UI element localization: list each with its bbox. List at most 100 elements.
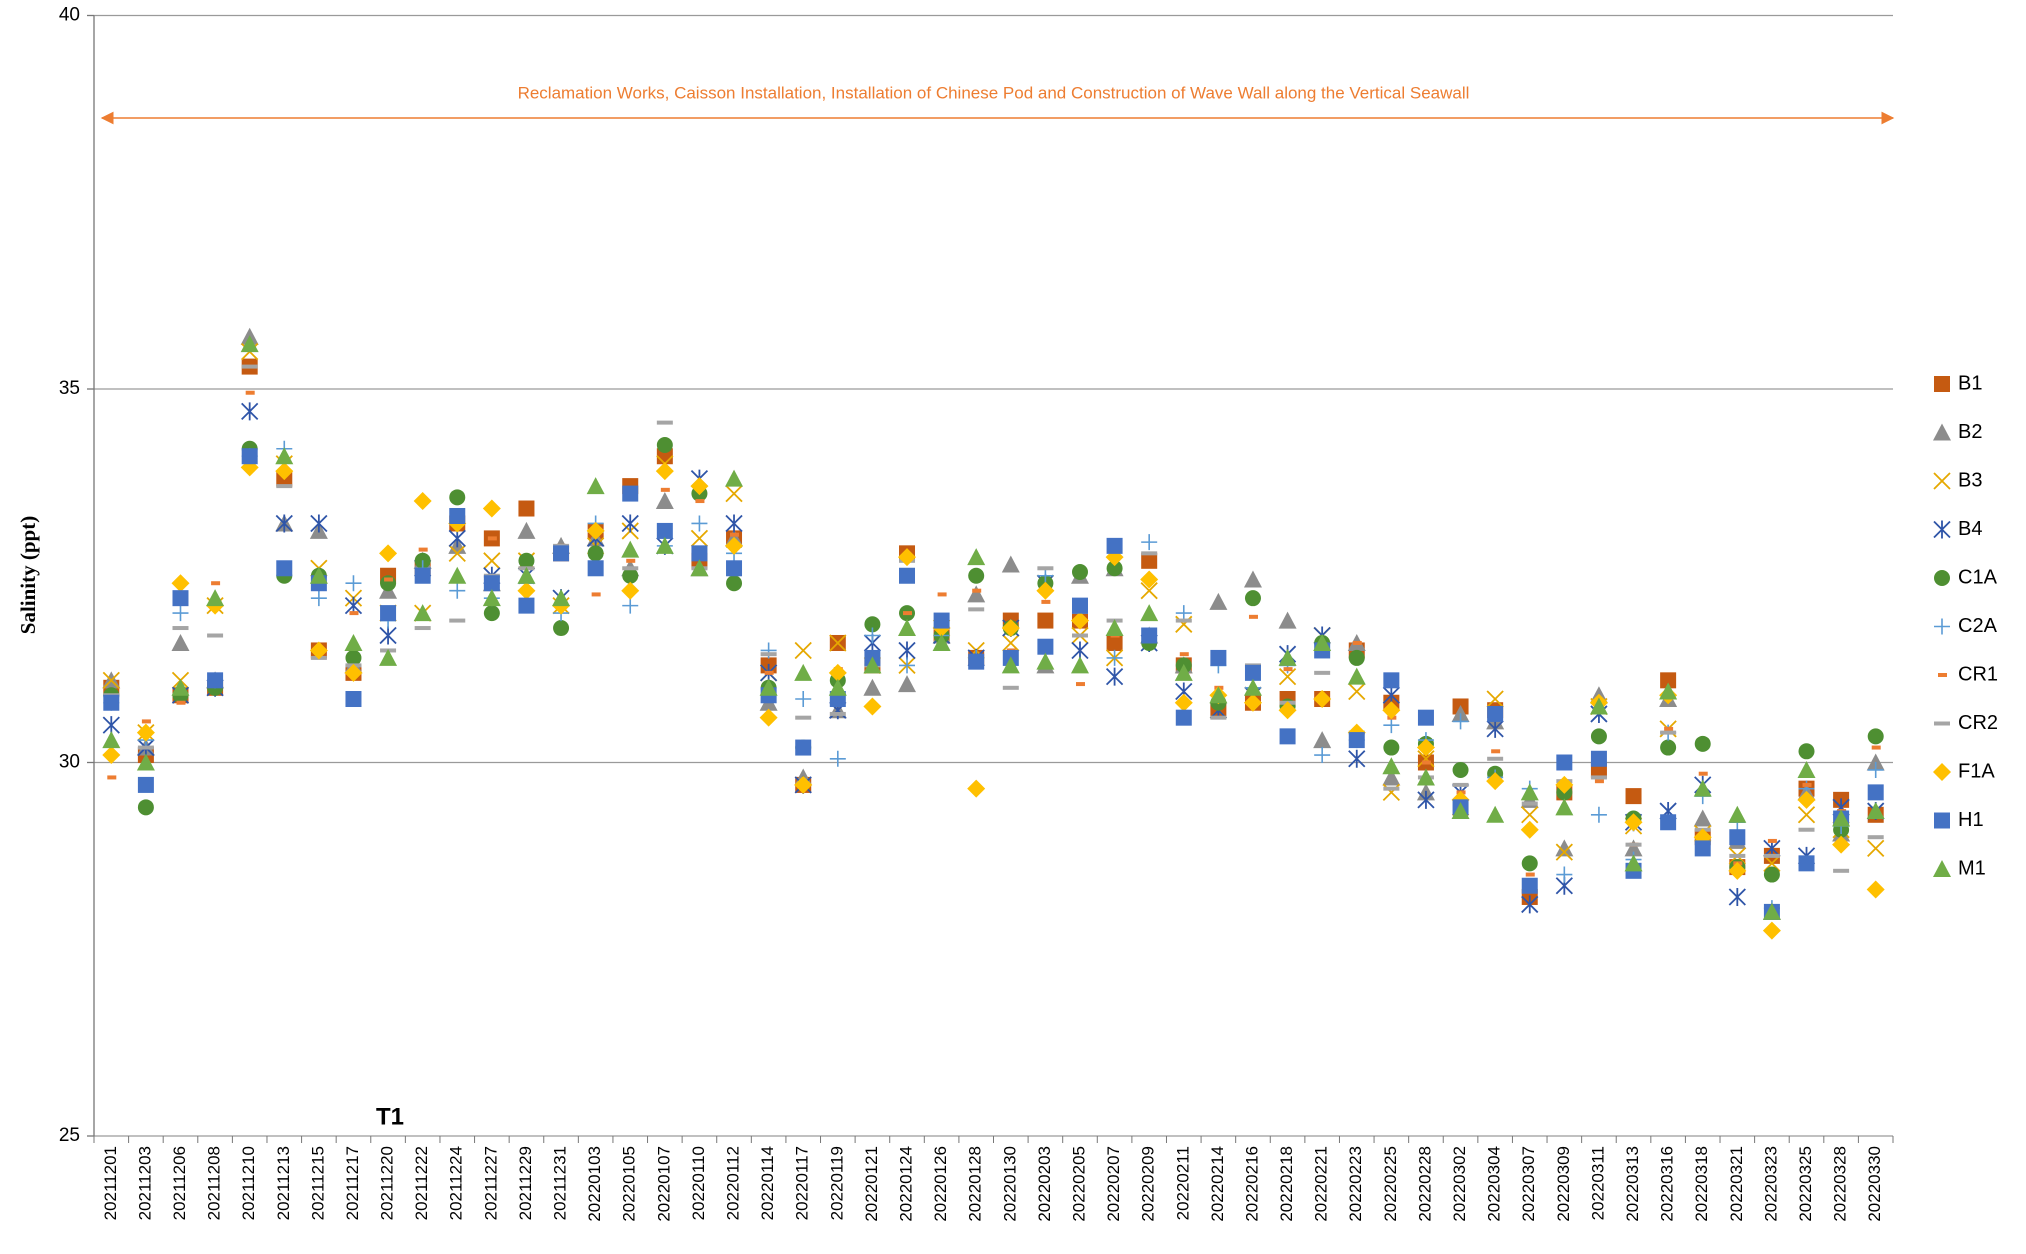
data-point <box>1590 750 1607 767</box>
data-point <box>829 634 847 652</box>
data-point <box>448 566 467 584</box>
data-point <box>1243 678 1262 696</box>
data-point <box>1105 667 1124 686</box>
x-tick-label: 20220130 <box>1000 1146 1019 1222</box>
data-point <box>414 567 431 584</box>
data-point <box>1283 667 1293 672</box>
data-point <box>967 548 986 566</box>
data-point <box>276 484 293 489</box>
data-point <box>1624 813 1643 832</box>
data-point <box>863 697 882 716</box>
data-point <box>691 545 708 562</box>
x-tick-label: 20220209 <box>1139 1146 1158 1222</box>
data-point <box>725 514 743 533</box>
data-point <box>1555 798 1574 816</box>
data-point <box>483 575 500 592</box>
data-point <box>967 585 986 603</box>
data-point <box>1594 779 1604 784</box>
x-tick-label: 20220112 <box>724 1146 743 1220</box>
data-point <box>1833 868 1850 873</box>
data-point <box>1452 782 1469 787</box>
data-point <box>1278 701 1297 720</box>
data-point <box>1798 827 1815 832</box>
data-point <box>795 715 812 720</box>
data-point <box>518 552 535 569</box>
data-point <box>276 560 293 577</box>
data-point <box>345 649 362 666</box>
data-point <box>137 745 154 750</box>
data-point <box>207 633 224 638</box>
data-point <box>107 775 117 780</box>
data-point <box>1001 555 1020 573</box>
data-point <box>1140 604 1159 622</box>
data-point <box>1209 686 1228 704</box>
data-point <box>795 739 812 756</box>
data-point <box>968 567 985 584</box>
data-point <box>1106 649 1123 666</box>
data-point <box>275 447 294 465</box>
x-tick-label: 20220309 <box>1554 1146 1573 1222</box>
data-point <box>622 485 639 502</box>
x-tick-label: 20220318 <box>1692 1146 1711 1222</box>
data-point <box>656 420 673 425</box>
data-point <box>1660 672 1677 689</box>
data-point <box>690 477 709 496</box>
legend-marker <box>1934 376 1950 392</box>
data-point <box>136 723 155 742</box>
data-point <box>1590 806 1607 823</box>
data-point <box>1694 840 1711 857</box>
data-point <box>691 515 708 532</box>
x-tick-label: 20211210 <box>239 1146 258 1220</box>
data-point <box>591 592 601 597</box>
x-tick-label: 20220302 <box>1450 1146 1469 1222</box>
data-point <box>345 575 362 592</box>
data-point <box>141 719 151 724</box>
y-tick-label: 40 <box>59 5 80 26</box>
data-point <box>1452 713 1469 730</box>
data-point <box>482 589 501 607</box>
data-point <box>899 657 916 674</box>
data-point <box>1556 866 1573 883</box>
x-tick-label: 20211203 <box>135 1146 154 1220</box>
data-point <box>1590 728 1607 745</box>
data-point <box>1382 757 1401 775</box>
data-point <box>586 521 605 540</box>
data-point <box>1348 682 1366 701</box>
x-tick-label: 20220313 <box>1623 1146 1642 1222</box>
data-point <box>829 750 846 767</box>
data-point <box>172 626 189 631</box>
x-tick-label: 20220121 <box>862 1146 881 1222</box>
legend-label: H1 <box>1958 809 1984 831</box>
data-point <box>1625 842 1642 847</box>
data-point <box>794 775 813 794</box>
data-point <box>1075 682 1085 687</box>
data-point <box>449 489 466 506</box>
x-tick-label: 20211227 <box>481 1146 500 1220</box>
data-point <box>102 731 121 749</box>
data-point <box>1141 534 1158 551</box>
data-point <box>690 559 709 577</box>
data-point <box>1174 693 1193 712</box>
data-point <box>725 536 744 555</box>
data-point <box>1071 633 1088 638</box>
data-point <box>1244 590 1261 607</box>
legend-label: B4 <box>1958 518 1982 540</box>
data-point <box>1487 705 1504 722</box>
data-point <box>759 708 778 727</box>
data-point <box>1520 783 1539 801</box>
data-point <box>725 469 744 487</box>
data-point <box>1451 802 1470 820</box>
data-point <box>1555 839 1574 857</box>
data-point <box>309 641 328 660</box>
data-point <box>137 776 154 793</box>
data-point <box>102 671 120 689</box>
data-point <box>449 582 466 599</box>
data-point <box>1728 861 1747 880</box>
data-point <box>1556 754 1573 771</box>
data-point <box>380 605 397 622</box>
data-point <box>1106 537 1123 554</box>
data-point <box>1036 652 1055 670</box>
x-tick-label: 20220307 <box>1519 1146 1538 1222</box>
data-point <box>1174 663 1193 681</box>
data-point <box>621 581 640 600</box>
